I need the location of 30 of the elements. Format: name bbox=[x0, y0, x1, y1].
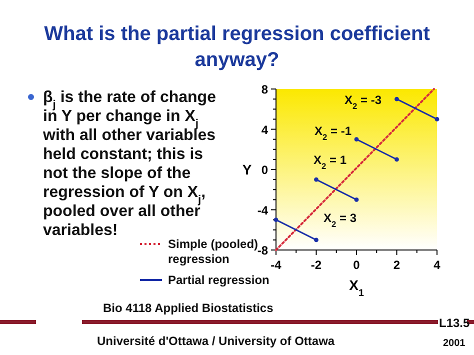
x-tick-label: 2 bbox=[393, 258, 400, 272]
annotation: X$_{2}$ = -1 bbox=[314, 124, 352, 142]
y-tick-label: -4 bbox=[257, 203, 268, 218]
x-tick-label: 4 bbox=[434, 258, 441, 272]
point bbox=[354, 197, 359, 202]
x-tick-label: -2 bbox=[310, 258, 322, 272]
y-tick-label: -8 bbox=[257, 244, 268, 258]
text: 2001 bbox=[443, 338, 466, 349]
legend-label: Simple (pooled) regression bbox=[168, 237, 258, 266]
point bbox=[434, 116, 440, 122]
text: L13.5 bbox=[439, 316, 470, 330]
annotation: X$_{2}$ = 1 bbox=[313, 153, 347, 171]
x-tick-label: 0 bbox=[353, 258, 360, 272]
y-tick-label: 0 bbox=[261, 163, 268, 177]
text: Université d'Ottawa / University of Ottawa bbox=[97, 334, 335, 348]
point bbox=[314, 238, 318, 242]
point bbox=[394, 96, 399, 102]
point bbox=[394, 157, 399, 162]
annotation: X$_{2}$ = -3 bbox=[344, 93, 382, 111]
x-axis-title: X$_{1}$ bbox=[349, 277, 364, 298]
y-tick-label: 4 bbox=[261, 122, 268, 137]
point bbox=[314, 177, 318, 182]
annotation: X$_{2}$ = 3 bbox=[323, 211, 357, 229]
legend-label: Partial regression bbox=[168, 273, 270, 287]
y-axis-title: Y bbox=[242, 162, 252, 178]
chart-title: What is the partial regression coefficient anyway? bbox=[44, 23, 430, 71]
point bbox=[354, 137, 359, 142]
x-tick-label: -4 bbox=[270, 258, 282, 272]
text: Bio 4118 Applied Biostatistics bbox=[103, 301, 274, 315]
y-tick-label: 8 bbox=[261, 82, 268, 96]
